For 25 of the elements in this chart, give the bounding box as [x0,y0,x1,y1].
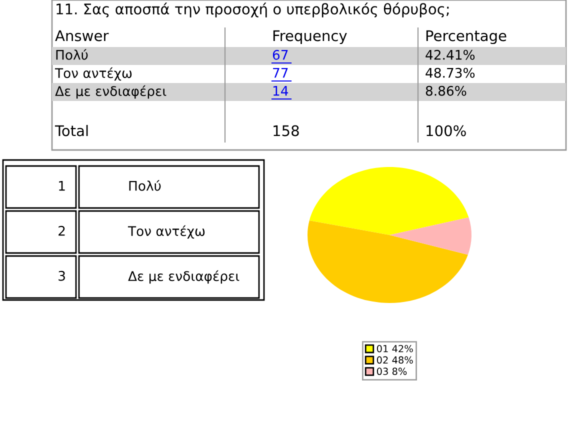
text: Δε με ενδιαφέρει [128,270,240,284]
text: 8.86% [426,86,466,96]
chart-title: 11. Σας αποσπά την προσοχή ο υπερβολικός θόρυβος; [56,2,449,18]
text: Answer [55,30,109,42]
text: Frequency [273,30,347,44]
text: Τον αντέχω [54,67,132,81]
legend-label: 02 48% [376,356,413,364]
text: Percentage [426,30,506,44]
legend-label: 03 8% [376,368,407,376]
legend-label: 01 42% [376,344,413,352]
text: Τον αντέχω [128,225,205,239]
text: 42.41% [426,50,475,60]
text: 77 [273,68,288,78]
text: 3 [58,270,65,281]
text: Πολύ [56,49,88,60]
text: 2 [58,226,65,236]
text: 158 [274,125,299,136]
text: 1 [59,181,65,191]
text: Πολύ [129,180,161,191]
text: 14 [273,86,288,96]
text: Δε με ενδιαφέρει [55,85,166,99]
text: 67 [272,50,288,60]
text: 48.73% [426,68,475,78]
text: 100% [426,125,466,136]
text: Total [54,124,88,136]
